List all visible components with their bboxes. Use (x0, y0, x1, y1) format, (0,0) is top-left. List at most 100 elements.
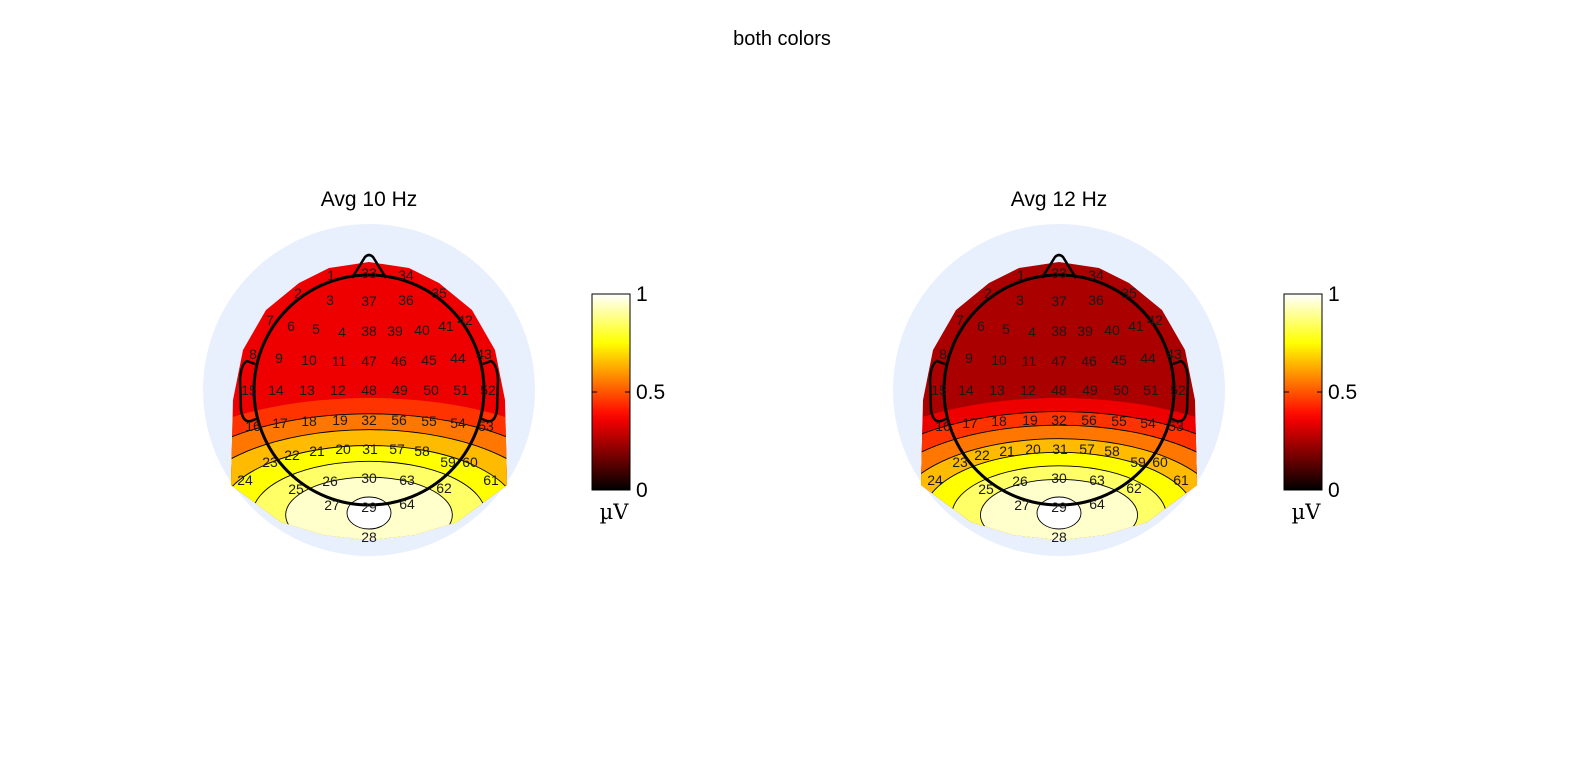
electrode-label-29: 29 (361, 499, 377, 515)
electrode-label-58: 58 (414, 443, 430, 459)
electrode-label-9: 9 (965, 350, 973, 366)
colorbar: 0 0.5 1 µV (591, 283, 665, 524)
electrode-label-13: 13 (989, 382, 1005, 398)
electrode-label-50: 50 (423, 382, 439, 398)
electrode-label-54: 54 (1140, 415, 1156, 431)
electrode-label-43: 43 (476, 346, 492, 362)
electrode-label-21: 21 (309, 443, 325, 459)
electrode-label-19: 19 (332, 412, 348, 428)
left-ear-outline (238, 359, 257, 423)
electrode-label-2: 2 (294, 285, 302, 301)
electrode-label-46: 46 (391, 353, 407, 369)
electrode-label-47: 47 (361, 353, 377, 369)
electrode-label-3: 3 (1016, 292, 1024, 308)
electrode-label-24: 24 (927, 472, 943, 488)
electrode-label-30: 30 (361, 470, 377, 486)
electrode-label-61: 61 (483, 472, 499, 488)
electrode-label-3: 3 (326, 292, 334, 308)
colorbar-tick-label: 1 (1328, 283, 1340, 306)
topoplot-panel-2: Avg 12 Hz1 33 342 3 37 36 357 6 5 4 38 39 40 41 428 9 10… (893, 188, 1357, 556)
colorbar: 0 0.5 1 µV (1283, 283, 1357, 524)
electrode-label-63: 63 (399, 472, 415, 488)
electrode-label-23: 23 (262, 454, 278, 470)
electrode-label-44: 44 (1140, 350, 1156, 366)
electrode-label-54: 54 (450, 415, 466, 431)
electrode-label-39: 39 (387, 323, 403, 339)
electrode-label-8: 8 (939, 346, 947, 362)
electrode-label-62: 62 (436, 480, 452, 496)
electrode-label-28: 28 (1051, 529, 1067, 545)
electrode-label-40: 40 (1104, 322, 1120, 338)
electrode-label-37: 37 (361, 293, 377, 309)
electrode-label-16: 16 (935, 418, 951, 434)
electrode-label-18: 18 (991, 413, 1007, 429)
electrode-label-8: 8 (249, 346, 257, 362)
electrode-label-59: 59 (1130, 454, 1146, 470)
electrode-label-52: 52 (1170, 382, 1186, 398)
electrode-label-5: 5 (312, 321, 320, 337)
electrode-label-40: 40 (414, 322, 430, 338)
electrode-label-10: 10 (991, 352, 1007, 368)
electrode-label-53: 53 (1168, 418, 1184, 434)
electrode-label-7: 7 (956, 312, 964, 328)
electrode-label-14: 14 (958, 382, 974, 398)
electrode-label-22: 22 (284, 447, 300, 463)
electrode-label-62: 62 (1126, 480, 1142, 496)
electrode-label-31: 31 (1052, 441, 1068, 457)
electrode-label-21: 21 (999, 443, 1015, 459)
electrode-label-10: 10 (301, 352, 317, 368)
nose-outline (350, 253, 388, 279)
electrode-label-38: 38 (1051, 323, 1067, 339)
electrode-label-55: 55 (421, 413, 437, 429)
electrode-label-31: 31 (362, 441, 378, 457)
electrode-label-53: 53 (478, 418, 494, 434)
electrode-label-27: 27 (1014, 497, 1030, 513)
electrode-label-35: 35 (431, 285, 447, 301)
electrode-label-15: 15 (931, 382, 947, 398)
electrode-label-4: 4 (1028, 324, 1036, 340)
electrode-label-15: 15 (241, 382, 257, 398)
electrode-label-1: 1 (327, 267, 335, 283)
electrode-label-7: 7 (266, 312, 274, 328)
electrode-label-18: 18 (301, 413, 317, 429)
colorbar-unit-label: µV (1292, 500, 1322, 524)
electrode-label-26: 26 (1012, 473, 1028, 489)
colorbar-tick-label: 0 (1328, 479, 1340, 502)
electrode-label-60: 60 (1152, 454, 1168, 470)
electrode-label-5: 5 (1002, 321, 1010, 337)
electrode-label-11: 11 (1022, 353, 1037, 369)
electrode-label-16: 16 (245, 418, 261, 434)
electrode-label-57: 57 (389, 441, 405, 457)
electrode-label-25: 25 (288, 481, 304, 497)
electrode-label-12: 12 (1020, 382, 1036, 398)
electrode-label-19: 19 (1022, 412, 1038, 428)
electrode-label-6: 6 (287, 318, 295, 334)
panel-title: Avg 10 Hz (321, 188, 418, 211)
electrode-label-9: 9 (275, 350, 283, 366)
colorbar-gradient (591, 293, 631, 491)
electrode-label-42: 42 (457, 312, 473, 328)
electrode-label-2: 2 (984, 285, 992, 301)
panel-title: Avg 12 Hz (1011, 188, 1108, 211)
electrode-label-61: 61 (1173, 472, 1189, 488)
topoplot-panel-1: Avg 10 Hz1 33 342 3 37 36 357 6 5 4 38 39 40 41 428 9 10… (203, 188, 665, 556)
electrode-label-36: 36 (398, 292, 414, 308)
electrode-label-56: 56 (391, 412, 407, 428)
head-outline (942, 273, 1176, 507)
electrode-label-50: 50 (1113, 382, 1129, 398)
electrode-label-33: 33 (361, 265, 377, 281)
electrode-label-27: 27 (324, 497, 340, 513)
electrode-label-35: 35 (1121, 285, 1137, 301)
electrode-label-34: 34 (398, 267, 414, 283)
electrode-label-22: 22 (974, 447, 990, 463)
electrode-label-49: 49 (392, 382, 408, 398)
electrode-label-51: 51 (453, 382, 469, 398)
colorbar-tick-label: 1 (636, 283, 648, 306)
head-outline (252, 273, 486, 507)
electrode-label-34: 34 (1088, 267, 1104, 283)
right-ear-outline (481, 359, 500, 423)
electrode-label-44: 44 (450, 350, 466, 366)
electrode-label-55: 55 (1111, 413, 1127, 429)
electrode-label-11: 11 (332, 353, 347, 369)
